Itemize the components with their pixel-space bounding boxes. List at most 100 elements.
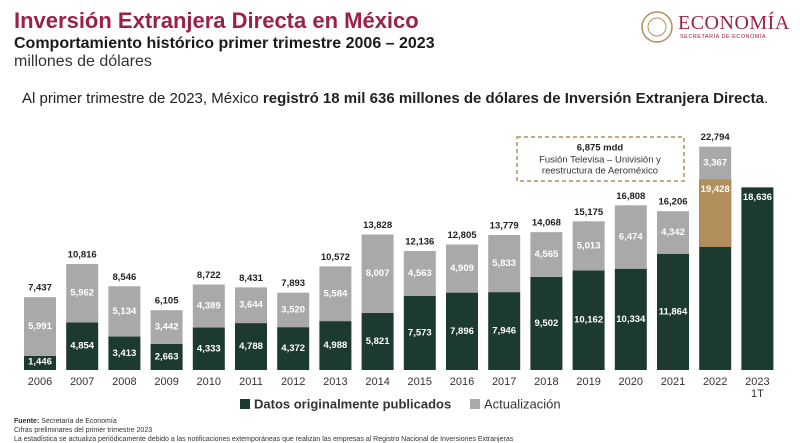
bar-segment [446, 292, 478, 370]
value-label: 11,864 [659, 306, 688, 317]
bar-segment [192, 327, 225, 370]
value-label: 4,342 [661, 227, 685, 238]
total-label: 7,437 [28, 283, 52, 294]
value-label: 4,788 [239, 341, 263, 352]
x-tick-label: 2009 [154, 376, 179, 388]
headline-bold: registró 18 mil 636 millones de dólares … [262, 90, 764, 107]
legend-swatch [470, 399, 480, 409]
footnote: Fuente: Secretaría de Economía [14, 418, 117, 425]
total-label: 22,794 [701, 132, 731, 143]
x-tick-label: 2014 [365, 376, 390, 388]
total-label: 14,068 [532, 218, 561, 229]
bar-segment [446, 244, 478, 293]
value-label: 4,333 [197, 343, 221, 354]
x-tick-label: 2016 [449, 376, 475, 388]
bar-segment [66, 322, 99, 370]
value-label: 4,909 [450, 263, 474, 274]
title: Inversión Extranjera Directa en México [14, 8, 419, 33]
value-label: 4,389 [197, 301, 221, 312]
annotation-label: 6,875 mdd [577, 143, 624, 154]
value-label: 6,474 [619, 232, 643, 243]
bar-segment [403, 295, 436, 370]
total-label: 10,572 [321, 252, 350, 263]
footnote: Cifras preliminares del primer trimestre… [14, 427, 153, 434]
headline: Al primer trimestre de 2023, México regi… [22, 90, 768, 107]
bar-segment [614, 268, 647, 370]
value-label: 10,334 [616, 314, 646, 325]
unit: millones de dólares [14, 53, 152, 70]
annotation-text: reestructura de Aeroméxico [542, 166, 658, 177]
bar-segment [24, 355, 56, 370]
value-label: 5,584 [324, 288, 348, 299]
logo: ECONOMÍA [678, 12, 790, 34]
bar-segment [572, 221, 605, 271]
value-label: 3,442 [155, 322, 179, 333]
value-label: 9,502 [535, 318, 559, 329]
total-label: 16,206 [658, 197, 687, 208]
bar-segment [319, 266, 352, 322]
legend-label: Datos originalmente publicados [254, 396, 451, 411]
value-label: 4,563 [408, 268, 432, 279]
value-label: 3,520 [281, 304, 305, 315]
bar-segment [741, 187, 774, 370]
x-tick-label: 2013 [323, 376, 348, 388]
value-label: 8,007 [366, 268, 390, 279]
total-label: 15,175 [574, 207, 604, 218]
total-label: 6,105 [155, 296, 179, 307]
value-label: 3,644 [239, 300, 263, 311]
x-tick-label: 2017 [491, 376, 517, 388]
value-label: 5,134 [113, 306, 137, 317]
subtitle: Comportamiento histórico primer trimestr… [14, 35, 435, 52]
value-label: 5,013 [577, 240, 601, 251]
total-label: 16,808 [616, 191, 645, 202]
bar-segment [614, 205, 647, 269]
bar-segment [66, 264, 99, 323]
x-tick-label: 2011 [239, 376, 263, 388]
bar-segment [192, 284, 225, 328]
x-tick-label: 2015 [407, 376, 433, 388]
value-label: 4,988 [324, 340, 348, 351]
total-label: 8,546 [113, 272, 137, 283]
bar-segment [108, 286, 141, 337]
logo-subtitle: SECRETARÍA DE ECONOMÍA [680, 34, 767, 40]
bar-segment [488, 292, 521, 370]
bar-segment [24, 297, 56, 356]
bar-segment [657, 253, 689, 370]
x-tick-label: 2021 [660, 376, 686, 388]
footnote-text: Secretaría de Economía [41, 418, 117, 425]
bar-segment [572, 270, 605, 370]
total-label: 10,816 [68, 250, 97, 261]
bar-segment [277, 292, 310, 328]
value-label: 1,446 [28, 357, 52, 368]
bar-segment [108, 336, 141, 370]
value-label: 3,367 [703, 158, 727, 169]
bar-segment [530, 232, 563, 277]
bar-segment [150, 343, 183, 370]
bar-segment [699, 146, 732, 180]
value-label: 7,896 [450, 326, 474, 337]
total-label: 8,722 [197, 270, 221, 281]
annotation-segment [699, 179, 732, 247]
value-label: 5,991 [28, 321, 52, 332]
x-tick-label: 2010 [196, 376, 222, 388]
x-tick-label: 2019 [576, 376, 601, 388]
x-tick-label: 2018 [534, 376, 559, 388]
annotation-box [516, 136, 685, 182]
headline-end: . [763, 90, 769, 107]
value-label: 5,821 [366, 336, 390, 347]
bar-segment [277, 327, 310, 370]
logo-emblem [641, 11, 673, 43]
x-tick-label: 2023 1T [745, 376, 770, 400]
bar-segment [319, 321, 352, 370]
bar-segment [235, 287, 267, 324]
value-label: 3,413 [113, 348, 137, 359]
value-label: 5,833 [492, 258, 516, 269]
x-tick-label: 2007 [69, 376, 95, 388]
total-label: 13,828 [363, 220, 392, 231]
footnote-prefix: Fuente: [14, 418, 40, 425]
bar-segment [403, 251, 436, 296]
bar-segment [150, 310, 183, 344]
x-tick-label: 2020 [618, 376, 644, 388]
